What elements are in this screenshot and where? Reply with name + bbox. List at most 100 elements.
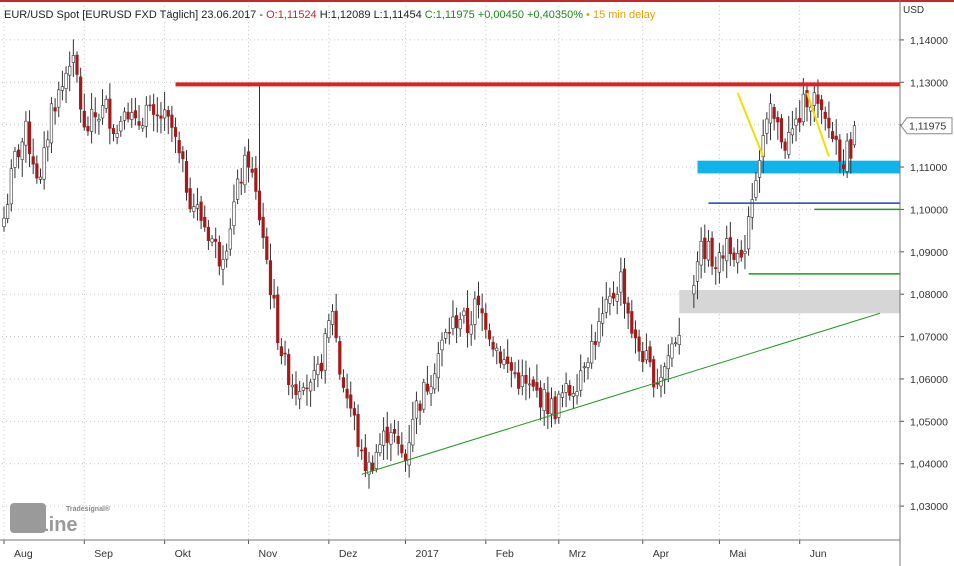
candle-body bbox=[20, 141, 24, 160]
candle-body bbox=[122, 111, 127, 121]
yellow-channel-line bbox=[736, 92, 765, 157]
candle-body bbox=[356, 413, 360, 447]
candle-body bbox=[750, 199, 754, 218]
candle-body bbox=[571, 393, 575, 397]
candle-body bbox=[517, 372, 521, 389]
support-zone bbox=[697, 160, 900, 174]
candle-body bbox=[454, 315, 459, 329]
candle-body bbox=[418, 403, 422, 411]
candle-body bbox=[425, 383, 430, 392]
y-tick-label: 1,08000 bbox=[910, 289, 948, 301]
candle-body bbox=[644, 350, 648, 361]
candle-body bbox=[451, 316, 455, 329]
candle-body bbox=[236, 178, 240, 200]
candle-body bbox=[287, 354, 291, 385]
x-tick-label: Aug bbox=[14, 548, 33, 560]
candle-body bbox=[538, 387, 543, 408]
candle-body bbox=[93, 112, 97, 118]
candle-body bbox=[422, 381, 426, 410]
candle-body bbox=[600, 313, 605, 324]
candle-body bbox=[305, 387, 309, 390]
candle-body bbox=[152, 104, 156, 115]
x-tick-label: Mrz bbox=[569, 548, 587, 560]
candle-body bbox=[126, 111, 130, 120]
delay-dot-icon: • bbox=[586, 9, 590, 21]
candle-body bbox=[261, 216, 265, 238]
candle-body bbox=[462, 310, 466, 316]
candle-body bbox=[403, 453, 408, 462]
candle-body bbox=[557, 393, 561, 418]
header-separator: - bbox=[259, 9, 264, 21]
candle-body bbox=[46, 139, 50, 148]
y-tick-label: 1,11000 bbox=[910, 162, 947, 174]
candle-body bbox=[739, 249, 743, 258]
x-tick-label: Mai bbox=[729, 548, 746, 560]
candle-body bbox=[816, 94, 820, 104]
candle-body bbox=[316, 363, 320, 375]
candle-body bbox=[75, 54, 79, 75]
candle-body bbox=[239, 181, 243, 184]
candle-body bbox=[710, 237, 714, 267]
candle-body bbox=[79, 76, 83, 110]
candle-body bbox=[714, 267, 718, 269]
candle-body bbox=[458, 319, 462, 330]
logo-tagline: Tradesignal® bbox=[66, 505, 111, 513]
x-tick-label: Okt bbox=[175, 548, 191, 560]
candle-body bbox=[790, 128, 794, 136]
zone-layer bbox=[679, 160, 900, 314]
candle-body bbox=[195, 204, 200, 209]
candle-body bbox=[622, 268, 627, 304]
candle-body bbox=[582, 366, 586, 369]
candle-body bbox=[655, 382, 659, 385]
candle-body bbox=[619, 271, 623, 293]
candle-body bbox=[319, 362, 324, 372]
candle-body bbox=[630, 311, 634, 334]
candle-body bbox=[276, 294, 280, 344]
candle-layer bbox=[2, 39, 857, 489]
candle-body bbox=[246, 151, 251, 168]
low-value: L:1,11454 bbox=[373, 9, 422, 21]
candle-body bbox=[670, 343, 674, 359]
candle-body bbox=[111, 128, 116, 134]
candle-body bbox=[250, 168, 254, 173]
candle-body bbox=[429, 386, 433, 394]
y-tick-label: 1,04000 bbox=[910, 459, 948, 471]
candle-body bbox=[509, 362, 513, 371]
logo: Tradesignal® onLine bbox=[10, 503, 111, 536]
candle-body bbox=[626, 302, 630, 314]
candle-body bbox=[163, 109, 167, 119]
candle-body bbox=[633, 329, 638, 339]
candle-body bbox=[119, 121, 123, 132]
candle-body bbox=[312, 370, 316, 380]
candle-body bbox=[673, 342, 678, 345]
top-border bbox=[0, 0, 954, 2]
candle-body bbox=[469, 324, 473, 335]
open-value: O:1,11524 bbox=[266, 9, 317, 21]
candle-body bbox=[217, 241, 221, 267]
candle-body bbox=[221, 259, 225, 270]
candle-body bbox=[290, 384, 294, 388]
candle-body bbox=[301, 387, 305, 391]
candle-body bbox=[706, 240, 711, 261]
delay-notice: 15 min delay bbox=[592, 9, 656, 21]
candle-body bbox=[232, 201, 236, 226]
candle-body bbox=[593, 341, 597, 345]
x-tick-label: Dez bbox=[339, 548, 358, 560]
candle-body bbox=[192, 206, 196, 212]
candle-body bbox=[27, 121, 32, 155]
candle-body bbox=[652, 359, 656, 388]
candle-body bbox=[732, 252, 736, 260]
candle-body bbox=[838, 139, 842, 162]
x-tick-label: Nov bbox=[259, 548, 278, 560]
y-tick-label: 1,09000 bbox=[910, 247, 948, 259]
candle-body bbox=[465, 307, 470, 334]
candle-body bbox=[721, 255, 725, 259]
last-price-label: 1,11975 bbox=[909, 121, 946, 133]
candle-body bbox=[257, 190, 262, 221]
candle-body bbox=[392, 429, 397, 434]
candle-body bbox=[57, 89, 61, 108]
candle-body bbox=[568, 385, 572, 396]
candle-body bbox=[228, 228, 232, 250]
